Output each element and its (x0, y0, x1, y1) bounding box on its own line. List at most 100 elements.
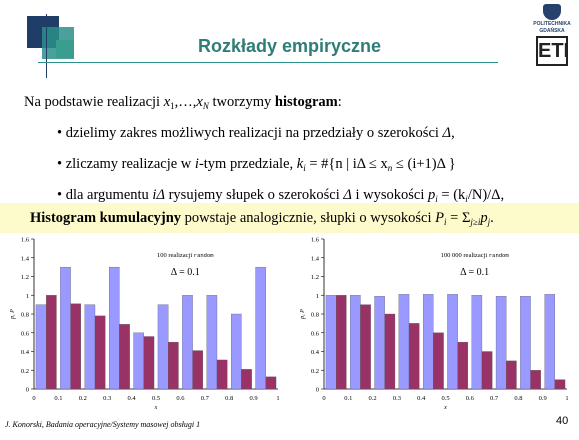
histogram-chart-100000: 0 0.2 0.4 0.6 0.8 1 1.2 1.4 1.6 0 0.1 0.2 0.3 0.4 0.5 0… (300, 237, 569, 412)
intro-sentence: Na podstawie realizacji x1,…,xN tworzymy… (24, 94, 342, 111)
x-tick-label: 0.1 (54, 395, 62, 402)
y-axis-label: p, P (10, 309, 16, 320)
x-tick-label: 0.6 (466, 395, 475, 402)
x-tick-label: 0.3 (393, 395, 401, 402)
eti-logo-mark: ETI (536, 36, 569, 66)
bar-cumulative (94, 315, 106, 390)
histogram-chart-100: 0 0.2 0.4 0.6 0.8 1 1.2 1.4 1.6 0 0.1 0.2 0.3 0.4 0.5 0… (10, 237, 280, 412)
highlight-band (0, 203, 579, 233)
bar-density (255, 266, 266, 390)
y-tick-label: 0.2 (311, 368, 319, 375)
x-tick-label: 0.2 (79, 395, 87, 402)
bar-cumulative (433, 332, 444, 390)
y-tick-label: 0.8 (311, 312, 319, 319)
x-tick-label: 0 (322, 395, 325, 402)
bar-cumulative (265, 376, 277, 390)
y-tick-label: 0.8 (21, 312, 29, 319)
decor-vertical-line (46, 14, 47, 78)
cumulative-histogram-sentence: Histogram kumulacyjny powstaje analogicz… (30, 210, 494, 227)
bar-cumulative (192, 350, 203, 390)
x-tick-label: 0.5 (152, 395, 160, 402)
bar-cumulative (143, 336, 155, 390)
bar-density (133, 332, 144, 390)
y-tick-label: 0.6 (21, 330, 30, 337)
y-tick-label: 1.6 (311, 237, 320, 244)
bar-density (374, 296, 385, 390)
bar-density (544, 294, 555, 390)
bar-density (325, 295, 337, 390)
y-tick-label: 1.2 (21, 274, 29, 281)
y-tick-label: 0.6 (311, 330, 320, 337)
bar-cumulative (336, 295, 347, 390)
university-logo: POLITECHNIKA GDAŃSKA ETI (530, 4, 574, 66)
x-tick-label: 0.7 (201, 395, 210, 402)
x-axis-label: x (154, 405, 158, 411)
y-tick-label: 1.6 (21, 237, 30, 244)
x-tick-label: 0.4 (417, 395, 426, 402)
page-number: 40 (556, 415, 569, 427)
bar-cumulative (481, 351, 493, 390)
y-tick-label: 1 (316, 293, 319, 300)
delta-label: Δ = 0.1 (460, 267, 489, 278)
bar-cumulative (119, 324, 130, 390)
bar-density (182, 295, 193, 390)
bar-density (231, 313, 242, 390)
x-tick-label: 0.9 (539, 395, 547, 402)
y-tick-label: 1 (26, 293, 29, 300)
x-tick-label: 0.5 (441, 395, 449, 402)
x-tick-label: 0.6 (176, 395, 185, 402)
bar-density (520, 296, 531, 390)
bar-cumulative (408, 323, 420, 390)
y-tick-label: 0 (26, 387, 29, 394)
x-tick-label: 0.8 (514, 395, 522, 402)
bar-density (422, 294, 434, 390)
y-tick-label: 0 (316, 387, 319, 394)
bar-density (109, 266, 120, 390)
bar-density (350, 295, 361, 390)
y-tick-label: 1.4 (21, 255, 30, 262)
bar-cumulative (168, 341, 179, 390)
x-tick-label: 0.1 (344, 395, 352, 402)
bar-density (447, 294, 458, 390)
logo-text-2: GDAŃSKA (539, 28, 565, 34)
footer-author: J. Konorski, Badania operacyjne/Systemy … (5, 420, 201, 429)
x-tick-label: 0.9 (250, 395, 258, 402)
crest-icon (543, 4, 561, 20)
x-tick-label: 1 (565, 395, 568, 402)
bullet-count-realizations: • zliczamy realizacje w i-tym przedziale… (57, 156, 456, 173)
bar-density (157, 304, 169, 390)
bullet-draw-bar: • dla argumentu iΔ rysujemy słupek o sze… (57, 187, 505, 204)
decor-square-small (56, 40, 74, 58)
x-tick-label: 0.4 (128, 395, 137, 402)
x-tick-label: 0.8 (225, 395, 233, 402)
bar-cumulative (360, 304, 371, 390)
bar-cumulative (46, 295, 57, 390)
delta-label: Δ = 0.1 (171, 267, 200, 278)
y-tick-label: 0.4 (21, 349, 30, 356)
chart-annotation: 100 realizacji random (157, 252, 214, 259)
bar-density (60, 266, 71, 390)
bar-cumulative (506, 360, 517, 390)
x-axis-label: x (443, 405, 447, 411)
y-tick-label: 1.4 (311, 255, 320, 262)
bar-cumulative (554, 379, 566, 390)
title-underline (38, 62, 498, 63)
bar-density (206, 295, 218, 390)
bar-density (495, 296, 507, 390)
bar-cumulative (241, 369, 252, 390)
bar-cumulative (216, 359, 228, 390)
y-axis-label: p, P (300, 309, 306, 320)
bullet-divide-range: • dzielimy zakres możliwych realizacji n… (57, 125, 455, 141)
bar-density (398, 294, 410, 390)
y-tick-label: 1.2 (311, 274, 319, 281)
y-tick-label: 0.2 (21, 368, 29, 375)
logo-text-1: POLITECHNIKA (533, 21, 571, 27)
bar-density (84, 304, 96, 390)
bar-cumulative (530, 370, 541, 390)
y-tick-label: 0.4 (311, 349, 320, 356)
x-tick-label: 0.2 (369, 395, 377, 402)
bar-density (471, 295, 483, 390)
bar-density (35, 304, 47, 390)
x-tick-label: 0.3 (103, 395, 111, 402)
bar-cumulative (457, 341, 469, 390)
